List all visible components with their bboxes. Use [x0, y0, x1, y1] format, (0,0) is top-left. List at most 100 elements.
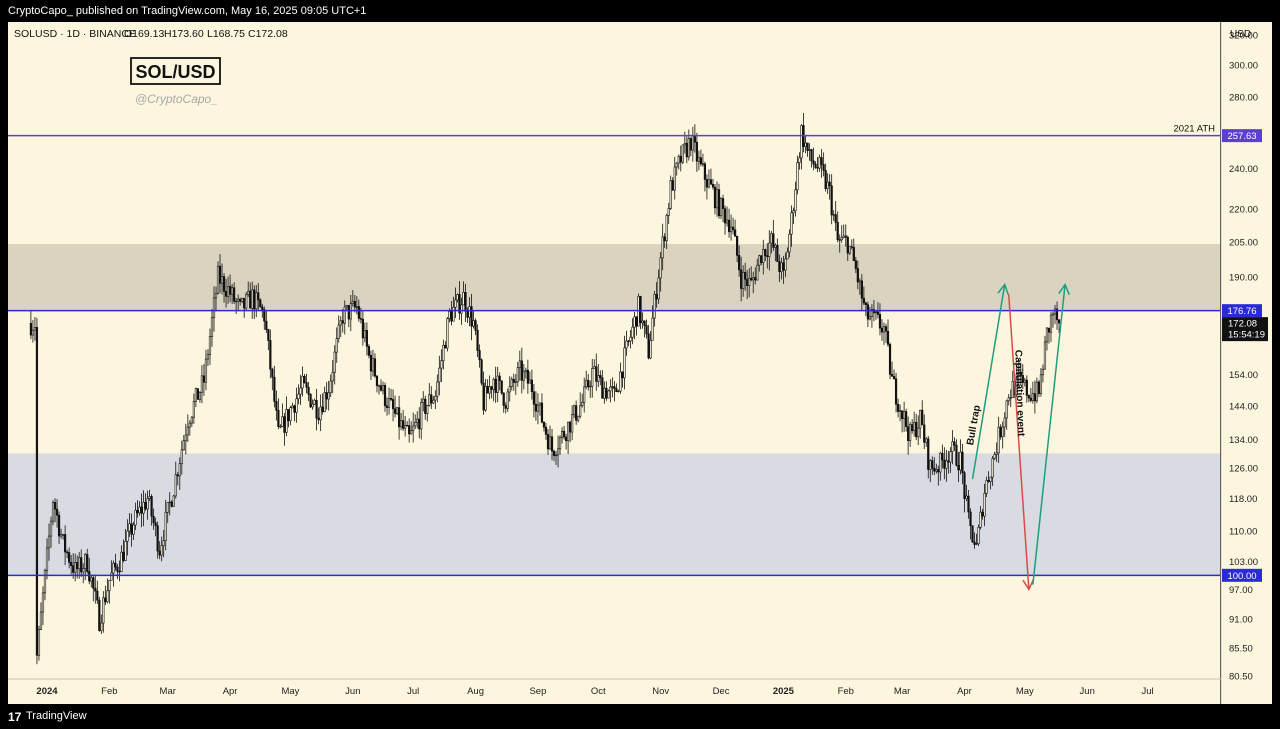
x-tick-label: Jul — [1141, 686, 1153, 697]
candle — [613, 381, 616, 402]
candle — [744, 262, 747, 291]
candle — [975, 533, 978, 546]
candle — [325, 382, 328, 410]
candle — [233, 282, 236, 304]
candle — [488, 375, 491, 400]
candle — [888, 342, 892, 380]
arrow-2[interactable] — [1032, 282, 1070, 585]
candle — [947, 450, 950, 474]
candle — [47, 523, 51, 561]
y-tick-label: 103.00 — [1229, 557, 1258, 568]
candle — [228, 274, 232, 303]
candle — [331, 360, 334, 394]
candle — [498, 372, 501, 391]
candle — [500, 380, 503, 395]
price-axis[interactable]: 420.00380.00350.00320.00300.00280.00240.… — [1229, 22, 1258, 683]
candle — [579, 392, 582, 419]
currency-label: USD — [1230, 29, 1251, 40]
candle — [880, 319, 884, 341]
candle — [287, 409, 290, 428]
candle — [577, 415, 580, 423]
candle — [659, 252, 662, 292]
candle — [412, 412, 415, 443]
x-tick-label: 2024 — [36, 686, 58, 697]
candle — [989, 476, 992, 490]
candle — [571, 405, 574, 441]
candle — [617, 389, 620, 393]
candle — [546, 428, 550, 455]
candle — [639, 295, 642, 330]
candle — [379, 379, 383, 392]
candle — [780, 257, 783, 280]
candle — [112, 560, 115, 587]
candle — [538, 402, 542, 416]
candle — [868, 306, 872, 321]
candle — [965, 484, 968, 502]
candle — [39, 602, 43, 631]
candle — [257, 283, 260, 311]
candle — [800, 123, 803, 170]
candle — [442, 339, 445, 370]
arrow-1[interactable] — [1007, 294, 1035, 592]
candle — [768, 230, 771, 271]
candle — [665, 213, 668, 250]
candle — [1011, 370, 1014, 399]
candle — [323, 386, 326, 413]
candle — [245, 292, 248, 312]
candle — [522, 364, 525, 390]
candle — [114, 553, 117, 571]
price-axis-panel — [1221, 22, 1272, 704]
candle — [37, 625, 41, 661]
candle — [293, 404, 296, 422]
candle — [587, 374, 590, 391]
candle — [937, 465, 940, 486]
candle — [727, 208, 731, 238]
candle — [108, 579, 111, 604]
candle — [192, 393, 195, 424]
tradingview-logo-icon: 17 — [8, 710, 22, 724]
candle — [701, 153, 705, 167]
candle — [291, 402, 294, 409]
candle — [681, 144, 684, 165]
candle — [285, 396, 288, 437]
candle — [1043, 335, 1047, 370]
candle — [782, 255, 785, 284]
candle — [786, 247, 789, 260]
x-tick-label: Dec — [713, 686, 730, 697]
candle — [762, 239, 765, 275]
candle — [756, 258, 759, 281]
candle — [1057, 318, 1061, 334]
candle — [345, 304, 348, 311]
chart[interactable]: 257.63 2021 ATH 176.76 100.00 172.0815:54:19… — [0, 22, 1280, 704]
candle — [247, 281, 250, 297]
arrow-0[interactable] — [971, 282, 1010, 480]
candle — [796, 155, 799, 195]
candle — [581, 393, 584, 408]
candle — [333, 345, 336, 385]
time-axis[interactable]: 2024 Feb Mar Apr May Jun Jul Aug Sep Oct Nov Dec 202… — [36, 686, 1153, 697]
candle — [1023, 377, 1026, 387]
candle — [945, 449, 948, 482]
candle — [1037, 380, 1041, 398]
candle — [542, 421, 546, 432]
candle — [128, 513, 131, 537]
candle — [395, 407, 399, 415]
candle — [528, 371, 531, 384]
candle — [150, 494, 153, 526]
candle — [973, 532, 976, 549]
candle — [102, 591, 105, 633]
candle — [82, 563, 85, 584]
candle — [703, 161, 707, 192]
candle — [842, 224, 845, 239]
candle — [347, 305, 350, 328]
candle — [363, 322, 366, 343]
candle — [637, 293, 640, 327]
candle — [462, 281, 465, 306]
y-tick-label: 91.00 — [1229, 615, 1253, 626]
x-tick-label: Apr — [957, 686, 972, 697]
candle — [132, 521, 135, 540]
candle — [313, 398, 316, 405]
candle — [754, 267, 757, 285]
candle — [917, 415, 920, 446]
ohlc-close: C172.08 — [248, 28, 288, 40]
